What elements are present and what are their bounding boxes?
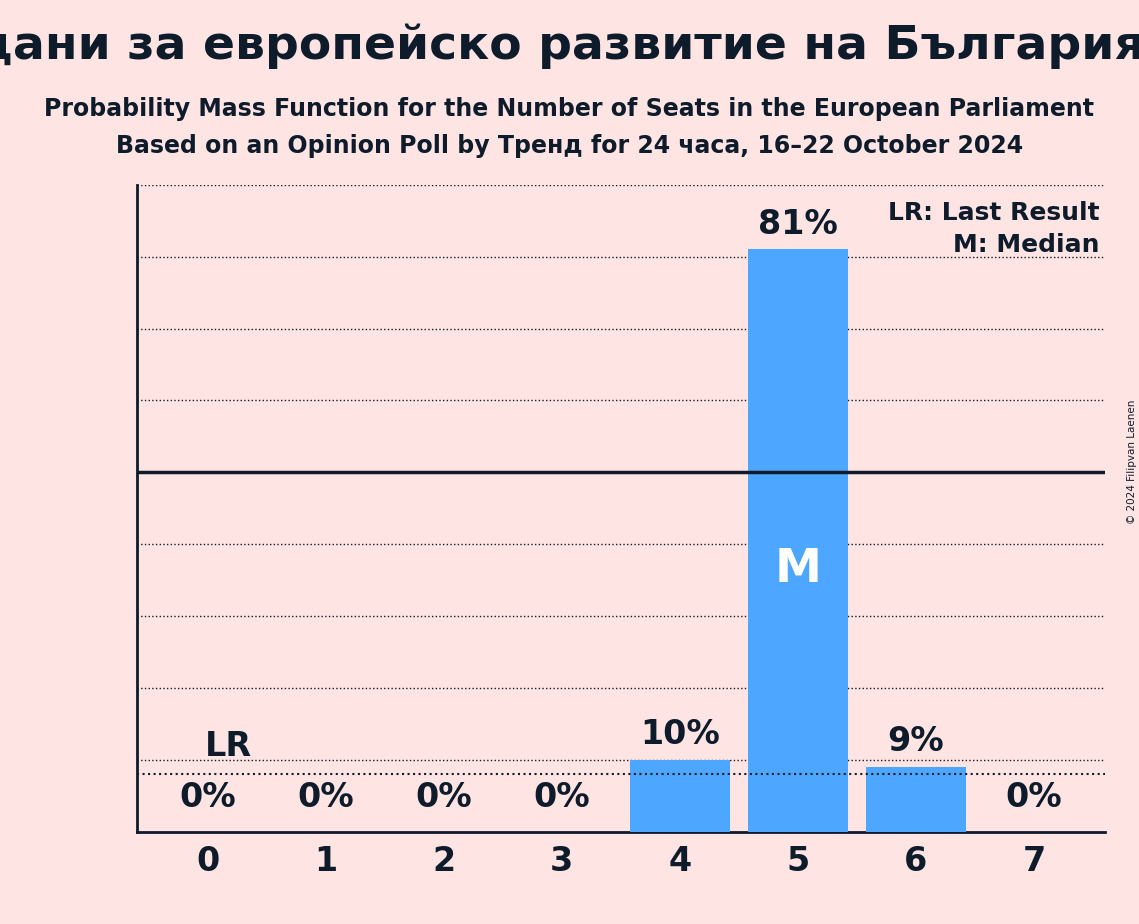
Text: 0%: 0% [1006, 781, 1063, 814]
Bar [630, 760, 730, 832]
Text: 0%: 0% [297, 781, 354, 814]
Text: LR: LR [205, 730, 253, 763]
Text: 9%: 9% [887, 725, 944, 759]
Text: Граждани за европейско развитие на България (ЕРР): Граждани за европейско развитие на Бълга… [0, 23, 1139, 68]
Text: Based on an Opinion Poll by Тренд for 24 часа, 16–22 October 2024: Based on an Opinion Poll by Тренд for 24… [116, 134, 1023, 158]
Text: © 2024 Filipvan Laenen: © 2024 Filipvan Laenen [1126, 400, 1137, 524]
Text: 0%: 0% [416, 781, 472, 814]
Text: M: Median: M: Median [953, 233, 1100, 257]
Text: Probability Mass Function for the Number of Seats in the European Parliament: Probability Mass Function for the Number… [44, 97, 1095, 121]
Text: 81%: 81% [757, 208, 837, 241]
Text: 10%: 10% [640, 718, 720, 751]
Text: M: M [775, 547, 821, 592]
Text: LR: Last Result: LR: Last Result [888, 201, 1100, 225]
Text: 0%: 0% [533, 781, 590, 814]
Bar [866, 767, 966, 832]
Bar [747, 249, 849, 832]
Text: 0%: 0% [179, 781, 236, 814]
